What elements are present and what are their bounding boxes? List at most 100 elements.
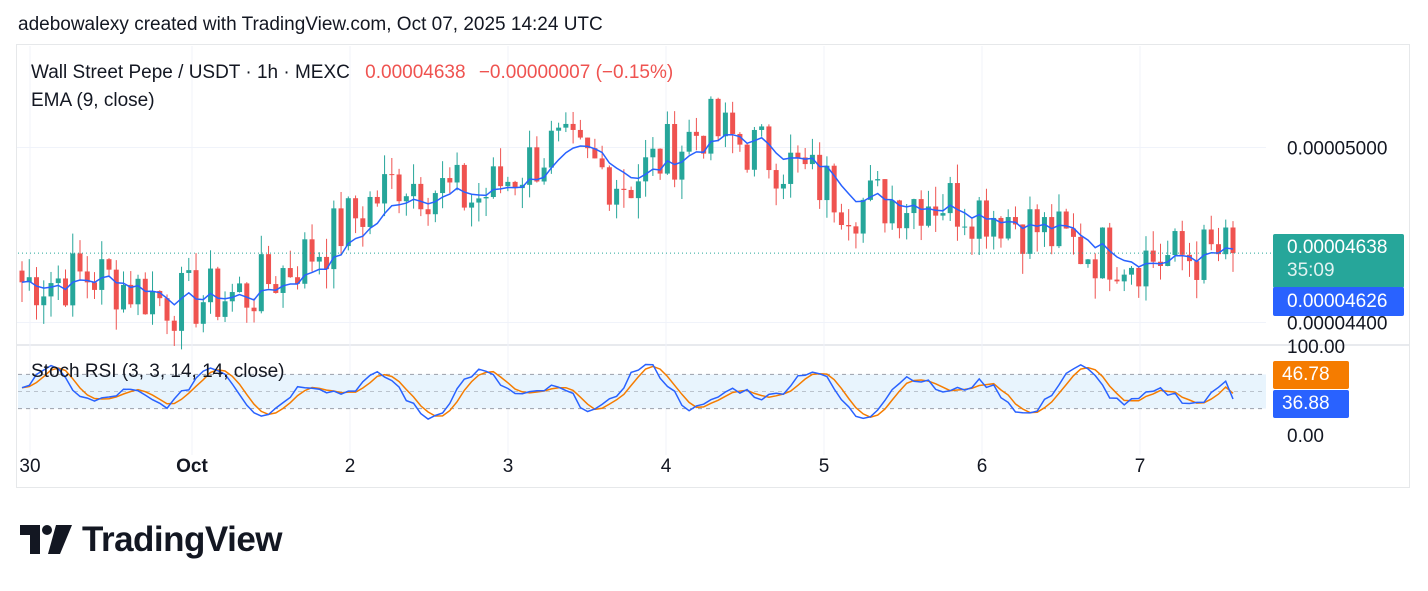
candle-body: [548, 130, 554, 168]
candle-body: [882, 179, 888, 224]
stoch-k-line: [21, 363, 1234, 420]
candle-body: [621, 188, 627, 190]
candle-body: [1172, 231, 1178, 256]
candle-body: [498, 166, 504, 187]
candle-body: [164, 298, 170, 321]
candle-body: [657, 148, 663, 174]
candle-body: [643, 157, 649, 182]
candle-body: [795, 152, 801, 158]
candle-body: [280, 268, 286, 293]
candle-body: [324, 256, 330, 270]
candle-body: [1049, 217, 1055, 247]
candle-body: [353, 198, 359, 219]
candle-body: [976, 200, 982, 239]
candle-body: [193, 270, 199, 324]
candle-body: [128, 284, 134, 305]
candle-body: [527, 147, 533, 185]
stoch-legend[interactable]: Stoch RSI (3, 3, 14, 14, close): [31, 361, 285, 382]
candle-body: [730, 112, 736, 134]
candle-body: [904, 213, 910, 229]
time-axis-tick: 4: [661, 456, 672, 477]
candle-body: [780, 183, 786, 189]
candle-body: [483, 197, 489, 199]
candle-body: [1107, 227, 1113, 280]
candle-body: [106, 259, 112, 270]
candle-body: [679, 151, 685, 180]
candle-body: [693, 131, 699, 136]
candle-body: [1150, 250, 1156, 262]
candle-body: [113, 269, 119, 310]
candle-body: [411, 183, 417, 197]
stoch-axis-tick: 0.00: [1287, 426, 1324, 447]
candle-body: [788, 152, 794, 184]
candle-body: [1230, 227, 1236, 254]
candle-body: [454, 164, 460, 183]
candle-body: [809, 154, 815, 165]
candle-body: [295, 277, 301, 284]
candle-body: [577, 129, 583, 138]
candle-body: [150, 290, 156, 315]
candles: [19, 96, 1236, 350]
candle-body: [991, 217, 997, 237]
candle-body: [541, 167, 547, 182]
candle-body: [708, 98, 714, 154]
candle-body: [1063, 211, 1069, 229]
stoch-axis-tick: 100.00: [1287, 337, 1345, 358]
candle-body: [374, 196, 380, 204]
candle-body: [1027, 209, 1033, 254]
candle-body: [200, 302, 206, 324]
candle-body: [570, 123, 576, 130]
candle-body: [360, 218, 366, 227]
candle-body: [142, 278, 148, 315]
candle-body: [751, 129, 757, 170]
candle-body: [838, 212, 844, 226]
candle-body: [1092, 259, 1098, 279]
symbol-legend[interactable]: Wall Street Pepe / USDT · 1h · MEXC 0.00…: [31, 62, 673, 84]
chart-caption: adebowalexy created with TradingView.com…: [18, 14, 603, 35]
time-axis-tick: 7: [1135, 456, 1146, 477]
candle-body: [824, 165, 830, 201]
candle-body: [614, 188, 620, 205]
candle-body: [99, 259, 105, 290]
price-axis-tick: 0.00005000: [1287, 139, 1387, 160]
candle-body: [490, 166, 496, 198]
candle-body: [860, 199, 866, 234]
candle-body: [1165, 255, 1171, 266]
candle-body: [556, 127, 562, 131]
candle-body: [505, 181, 511, 187]
ema-legend[interactable]: EMA (9, close): [31, 90, 155, 111]
ema-price-tag: 0.00004626: [1273, 287, 1404, 316]
candle-body: [77, 253, 83, 272]
candle-body: [1186, 254, 1192, 262]
candle-body: [831, 165, 837, 213]
candle-body: [1070, 228, 1076, 237]
candle-body: [664, 124, 670, 174]
tradingview-logo[interactable]: TradingView: [20, 519, 283, 561]
candle-body: [918, 199, 924, 226]
candle-body: [759, 126, 765, 130]
candle-body: [266, 254, 272, 285]
stoch-d-tag: 46.78: [1273, 361, 1349, 389]
candle-body: [940, 213, 946, 216]
stoch-k-tag: 36.88: [1273, 390, 1349, 418]
candle-body: [599, 158, 605, 168]
candle-body: [331, 208, 337, 270]
candle-body: [933, 206, 939, 216]
tradingview-logo-icon: [20, 525, 72, 554]
symbol-title: Wall Street Pepe / USDT · 1h · MEXC: [31, 62, 350, 83]
candle-body: [34, 277, 40, 306]
chart-frame: [16, 44, 1410, 488]
candle-body: [302, 239, 308, 284]
time-axis-tick: Oct: [176, 456, 208, 477]
candle-body: [1143, 250, 1149, 287]
time-axis-tick: 5: [819, 456, 830, 477]
candle-body: [84, 271, 90, 283]
candle-body: [592, 148, 598, 159]
candle-body: [70, 253, 76, 306]
candle-body: [287, 268, 293, 278]
candle-body: [396, 174, 402, 202]
candle-body: [650, 148, 656, 158]
candle-body: [425, 209, 431, 215]
candle-body: [802, 157, 808, 165]
